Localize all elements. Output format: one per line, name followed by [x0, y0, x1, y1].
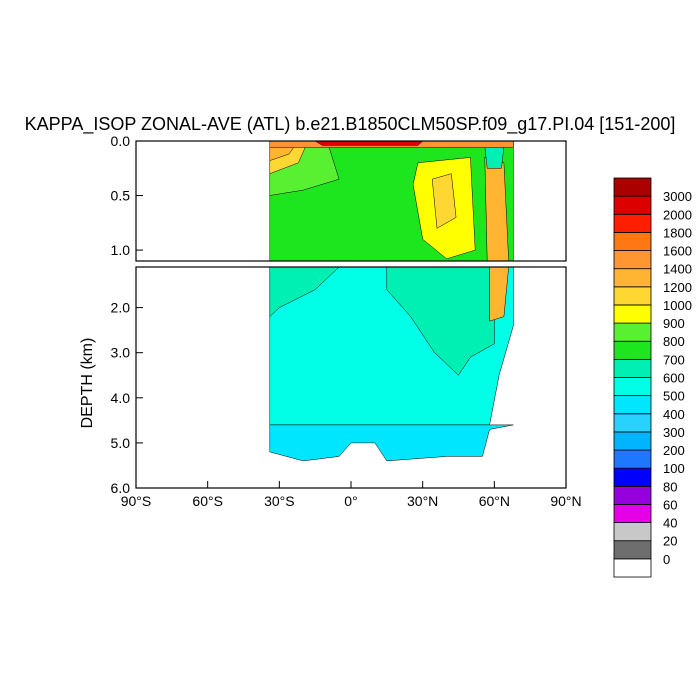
upper-north-orange-core	[431, 173, 457, 229]
x-tick-label: 30°N	[407, 493, 438, 509]
x-tick-label: 60°S	[192, 493, 223, 509]
colorbar-swatch	[613, 250, 652, 270]
colorbar-label: 1200	[663, 280, 692, 295]
colorbar-swatch	[613, 431, 652, 451]
x-tick-label: 0°	[344, 493, 357, 509]
x-tick-label: 90°S	[121, 493, 152, 509]
lower-y-tick-label: 4.0	[111, 390, 131, 406]
lower-y-tick-label: 2.0	[111, 300, 131, 316]
lower-y-tick-label: 6.0	[111, 480, 131, 496]
colorbar-swatch	[613, 322, 652, 342]
colorbar-swatch	[613, 213, 652, 233]
colorbar-swatch	[613, 413, 652, 433]
colorbar-label: 200	[663, 443, 685, 458]
lower-south-green	[269, 267, 340, 318]
colorbar-label: 900	[663, 316, 685, 331]
colorbar-swatch	[613, 540, 652, 560]
upper-panel-field	[269, 141, 514, 261]
colorbar-label: 2000	[663, 207, 692, 222]
lower-abyssal-blue	[269, 424, 514, 462]
colorbar-swatch	[613, 449, 652, 469]
axes: 90°S 60°S 30°S 0° 30°N 60°N 90°N 0.0 0.5 1.0 2.0 3.…	[111, 133, 582, 509]
colorbar-label: 60	[663, 497, 677, 512]
colorbar-label: 600	[663, 371, 685, 386]
lower-y-tick-label: 5.0	[111, 435, 131, 451]
y-axis-label: DEPTH (km)	[79, 338, 96, 429]
colorbar-swatch	[613, 340, 652, 360]
colorbar-label: 100	[663, 461, 685, 476]
colorbar-label: 1400	[663, 262, 692, 277]
colorbar-swatch	[613, 504, 652, 523]
colorbar-label: 700	[663, 352, 685, 367]
colorbar-swatch	[613, 467, 652, 487]
lower-high-lat-orange	[489, 267, 509, 322]
chart-title: KAPPA_ISOP ZONAL-AVE (ATL) b.e21.B1850CL…	[25, 114, 676, 135]
colorbar-swatch	[613, 195, 652, 215]
colorbar-swatch	[613, 485, 652, 505]
upper-y-tick-label: 0.5	[111, 188, 131, 204]
lower-y-tick-label: 3.0	[111, 345, 131, 361]
colorbar-label: 300	[663, 425, 685, 440]
upper-panel-frame	[135, 140, 567, 262]
colorbar-label: 0	[663, 552, 670, 567]
colorbar-swatch	[613, 558, 652, 578]
x-tick-label: 90°N	[550, 493, 581, 509]
colorbar-label: 1800	[663, 225, 692, 240]
colorbar-label: 500	[663, 389, 685, 404]
upper-y-tick-label: 1.0	[111, 242, 131, 258]
x-tick-label: 60°N	[479, 493, 510, 509]
colorbar-swatch	[613, 358, 652, 378]
upper-y-tick-label: 0.0	[111, 133, 131, 149]
colorbar-swatch	[613, 232, 652, 251]
colorbar-label: 80	[663, 479, 677, 494]
colorbar-swatch	[613, 377, 652, 397]
colorbar-label: 3000	[663, 189, 692, 204]
colorbar-swatch	[613, 286, 652, 306]
colorbar-swatch	[613, 304, 652, 324]
colorbar-label: 1000	[663, 298, 692, 313]
colorbar-label: 40	[663, 516, 677, 531]
upper-high-lat-cyan	[484, 146, 505, 169]
lower-panel-field	[269, 267, 514, 462]
colorbar-label: 1600	[663, 244, 692, 259]
colorbar-swatch	[613, 177, 652, 197]
colorbar-swatch	[613, 395, 652, 415]
colorbar-label: 20	[663, 534, 677, 549]
colorbar-label: 400	[663, 407, 685, 422]
colorbar-swatch	[613, 268, 652, 288]
x-tick-label: 30°S	[264, 493, 295, 509]
colorbar-swatch	[613, 522, 652, 542]
colorbar-label: 800	[663, 334, 685, 349]
upper-surface-red	[314, 141, 424, 146]
colorbar: 0 20 40 60 80 100 200 300 400 500 600 700 800 900 1000…	[613, 177, 692, 578]
